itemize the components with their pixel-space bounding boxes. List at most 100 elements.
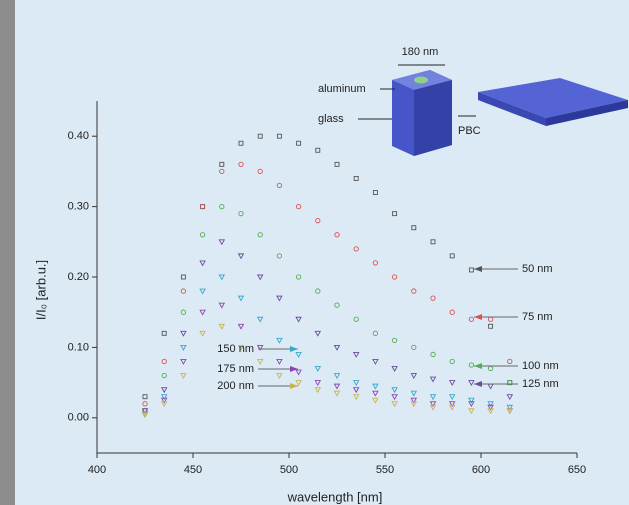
point <box>506 404 514 411</box>
point <box>199 330 206 337</box>
point <box>487 408 494 415</box>
point <box>238 210 244 217</box>
aluminum-disk <box>414 76 428 84</box>
point <box>218 323 226 330</box>
point <box>219 168 225 175</box>
point <box>180 288 187 294</box>
point <box>448 401 456 408</box>
point <box>276 182 283 189</box>
point <box>333 373 341 379</box>
point <box>237 344 245 351</box>
point <box>391 394 398 401</box>
point <box>410 373 418 379</box>
point <box>507 379 513 386</box>
annotation: PBC <box>458 125 481 137</box>
point <box>237 253 245 260</box>
x-tick-label: 500 <box>280 464 298 476</box>
point <box>391 366 398 372</box>
point <box>142 394 148 400</box>
point <box>334 232 340 238</box>
point <box>507 358 513 365</box>
point <box>276 337 283 344</box>
arrow-head <box>474 266 482 272</box>
point <box>468 408 475 415</box>
point <box>410 401 418 408</box>
x-tick-label: 450 <box>184 464 202 476</box>
point <box>199 203 206 210</box>
point <box>276 359 283 365</box>
point <box>218 302 226 309</box>
point <box>372 330 379 336</box>
point <box>372 397 379 404</box>
series-label: 75 nm <box>522 311 553 323</box>
point <box>411 225 417 231</box>
point <box>352 394 360 401</box>
point <box>256 274 264 281</box>
point <box>160 397 168 404</box>
point <box>468 397 475 404</box>
point <box>468 401 475 408</box>
point <box>372 359 379 365</box>
arrow-head <box>290 383 298 389</box>
arrow-head <box>290 346 298 352</box>
point <box>410 397 418 404</box>
point <box>141 408 149 415</box>
point <box>372 260 379 266</box>
arrow-head <box>474 381 482 387</box>
point <box>391 337 398 344</box>
point <box>353 246 359 252</box>
point <box>199 288 206 295</box>
point <box>141 411 149 418</box>
point <box>372 383 379 390</box>
annotation: glass <box>318 113 344 125</box>
point <box>333 383 341 390</box>
point <box>448 394 456 401</box>
arrow-head <box>474 363 482 369</box>
series-label: 100 nm <box>522 360 559 372</box>
point <box>314 366 322 372</box>
x-tick-label: 550 <box>376 464 394 476</box>
series-label: 125 nm <box>522 378 559 390</box>
annotation: aluminum <box>318 83 366 95</box>
point <box>411 344 417 351</box>
point <box>468 316 475 322</box>
point <box>256 344 264 351</box>
point <box>449 309 455 315</box>
point <box>429 404 437 411</box>
point <box>430 239 436 245</box>
point <box>276 373 283 379</box>
point <box>296 140 302 146</box>
y-tick-label: 0.30 <box>68 201 89 213</box>
point <box>352 351 360 358</box>
point <box>430 351 436 358</box>
series-label: 175 nm <box>217 363 254 375</box>
point <box>315 288 321 294</box>
series-label: 200 nm <box>217 380 254 392</box>
point <box>180 359 187 365</box>
point <box>180 274 186 280</box>
plate-side <box>546 100 628 126</box>
point <box>334 161 340 167</box>
series-label: 150 nm <box>217 343 254 355</box>
point <box>219 161 225 167</box>
point <box>391 401 398 408</box>
point <box>353 175 359 181</box>
point <box>218 274 226 281</box>
point <box>256 359 264 365</box>
point <box>487 401 494 408</box>
point <box>295 203 302 210</box>
point <box>238 140 244 146</box>
y-tick-label: 0.40 <box>68 130 89 142</box>
point <box>314 330 322 337</box>
x-tick-label: 600 <box>472 464 490 476</box>
point <box>468 362 475 368</box>
point <box>352 380 360 387</box>
point <box>315 218 321 224</box>
y-tick-label: 0.00 <box>68 412 89 424</box>
point <box>295 380 302 387</box>
point <box>237 323 245 330</box>
point <box>180 344 187 351</box>
point <box>334 302 340 308</box>
